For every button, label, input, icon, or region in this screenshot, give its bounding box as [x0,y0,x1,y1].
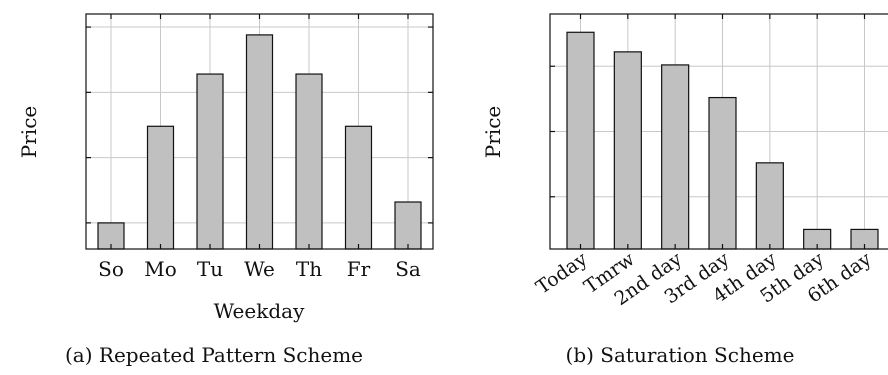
chart-a-xtick-label-0: So [98,257,124,281]
chart-a-xtick-label-3: We [244,257,275,281]
chart-a-xtick-label-5: Fr [347,257,371,281]
chart-b-bar-0 [566,31,595,250]
chart-a-xtick-label-6: Sa [395,257,421,281]
chart-repeated-pattern: So Mo Tu We Th Fr Sa Price Weekday (a) Repeate… [17,13,434,367]
chart-b-bar-3 [708,96,737,250]
chart-b-bars [566,31,879,250]
chart-a-xtick-label-2: Tu [197,257,223,281]
chart-a-bar-2 [196,73,224,250]
chart-a-xtick-label-1: Mo [144,257,177,281]
chart-b-y-ticks [550,14,866,249]
chart-a-bar-1 [146,125,175,250]
chart-b-caption: (b) Saturation Scheme [566,343,795,367]
chart-b-xtick-label-0: Today [532,248,591,299]
chart-a-bar-3 [245,34,274,250]
chart-a-y-ticks [86,14,433,249]
chart-a-ylabel: Price [17,106,41,158]
chart-a-bar-4 [295,73,323,250]
chart-a-bar-5 [344,125,373,250]
chart-b-bar-2 [661,64,690,250]
chart-b-bar-4 [755,162,784,250]
chart-a-bar-6 [394,201,422,250]
chart-a-caption: (a) Repeated Pattern Scheme [65,343,363,367]
chart-b-bar-1 [613,51,642,250]
chart-a-x-tick-labels: So Mo Tu We Th Fr Sa [98,257,421,281]
chart-a-bars [97,34,422,250]
chart-a-xtick-label-4: Th [296,257,322,281]
chart-a-xlabel: Weekday [214,299,305,323]
chart-b-ylabel: Price [481,106,505,158]
